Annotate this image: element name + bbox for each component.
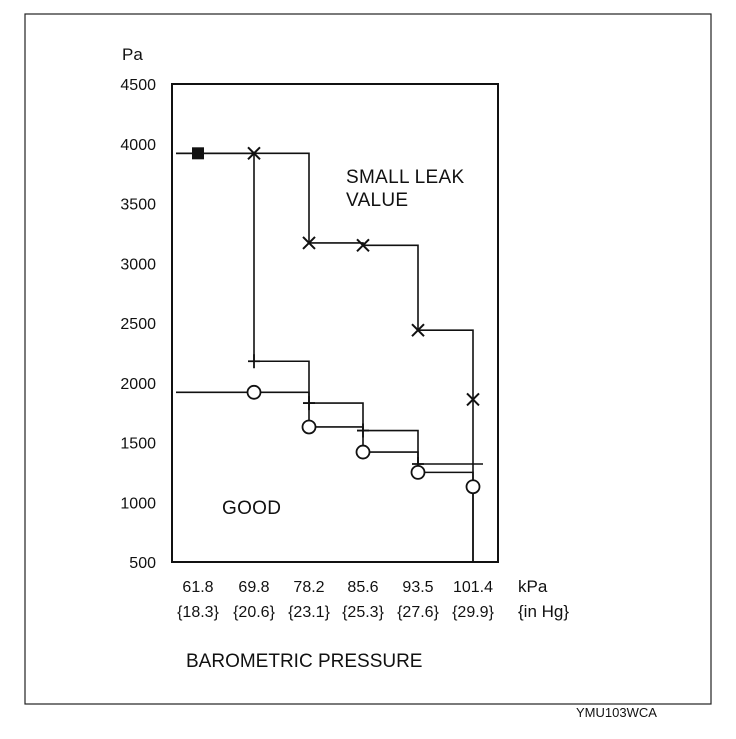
y-tick-labels: 4500 4000 3500 3000 2500 2000 1500 1000 500 [120, 77, 156, 572]
data-point-square [192, 147, 204, 160]
data-point-circle [465, 479, 481, 495]
figure-code: YMU103WCA [576, 705, 657, 720]
x-tick-label-kpa: 93.5 [402, 579, 433, 596]
annotation-value: VALUE [346, 190, 408, 211]
plot-area [171, 83, 499, 563]
series-3-step-line [176, 391, 474, 562]
y-tick-label: 2500 [120, 316, 156, 333]
x-tick-label-kpa: 85.6 [347, 579, 378, 596]
data-point-cross [466, 392, 480, 407]
outer-frame [24, 13, 712, 705]
x-axis-unit-primary: kPa [518, 577, 548, 596]
annotation-small-leak: SMALL LEAK [346, 167, 464, 188]
x-tick-label-inhg: {29.9} [452, 604, 494, 621]
data-point-cross [302, 236, 316, 250]
x-tick-label-inhg: {27.6} [397, 604, 439, 621]
x-tick-label-kpa: 69.8 [238, 579, 269, 596]
y-tick-label: 1500 [120, 436, 156, 453]
x-tick-label-kpa: 78.2 [293, 579, 324, 596]
data-point-cross [356, 238, 370, 253]
x-tick-label-inhg: {18.3} [177, 604, 219, 621]
annotation-good: GOOD [222, 498, 281, 519]
data-point-circle [355, 444, 371, 460]
data-point-circle [301, 419, 317, 435]
data-point-circle [246, 384, 262, 400]
data-point-plus [303, 396, 315, 411]
data-point-plus [248, 354, 260, 369]
x-tick-label-inhg: {23.1} [288, 604, 330, 621]
y-tick-label: 2000 [120, 376, 156, 393]
y-tick-label: 4500 [120, 77, 156, 94]
y-tick-label: 1000 [120, 495, 156, 512]
data-point-circle [410, 464, 426, 480]
y-axis-label: Pa [122, 45, 143, 64]
y-tick-label: 3500 [120, 197, 156, 214]
x-tick-label-kpa: 61.8 [182, 579, 213, 596]
x-axis-title: BAROMETRIC PRESSURE [186, 651, 422, 672]
y-tick-label: 3000 [120, 256, 156, 273]
x-tick-label-kpa: 101.4 [453, 579, 493, 596]
y-tick-label: 4000 [120, 137, 156, 154]
x-axis-unit-secondary: {in Hg} [518, 602, 569, 621]
series-1-step-line [176, 152, 474, 562]
series-2-step-line [176, 152, 483, 465]
markers [192, 146, 481, 495]
data-point-cross [247, 146, 261, 161]
y-tick-label: 500 [129, 555, 156, 572]
data-point-cross [411, 323, 425, 337]
x-tick-label-inhg: {20.6} [233, 604, 275, 621]
x-tick-label-inhg: {25.3} [342, 604, 384, 621]
data-point-plus [357, 423, 369, 438]
x-tick-labels: 61.8 {18.3} 69.8 {20.6} 78.2 {23.1} 85.6 {25.3}… [177, 579, 494, 621]
